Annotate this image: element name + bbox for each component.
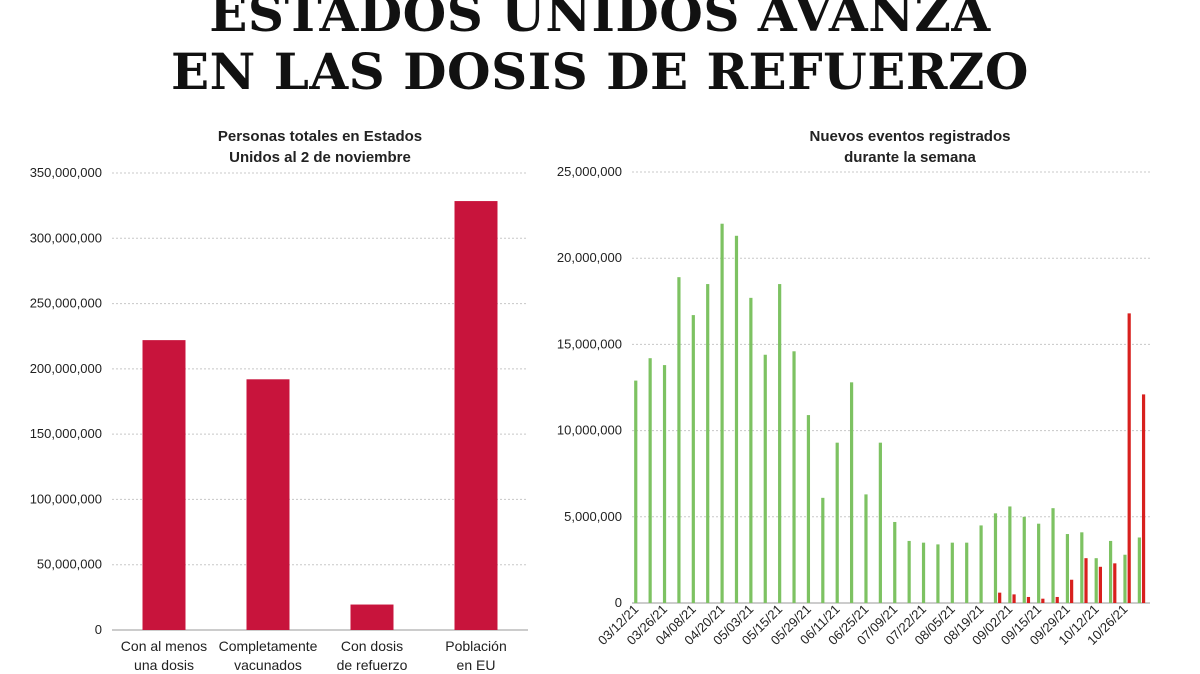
right-y-tick-label: 20,000,000: [557, 250, 622, 265]
green-bar: [950, 542, 954, 603]
green-bar: [792, 351, 796, 603]
green-bar: [662, 365, 667, 603]
red-bar: [1012, 594, 1016, 603]
left-y-tick-label: 250,000,000: [30, 296, 102, 311]
green-bar: [893, 521, 897, 603]
right-chart-title: Nuevos eventos registrados durante la se…: [760, 126, 1060, 168]
left-x-tick-label: Completamente: [219, 638, 318, 654]
green-bar: [921, 542, 926, 603]
right-y-tick-label: 5,000,000: [564, 509, 622, 524]
right-chart-title-line-2: durante la semana: [844, 149, 976, 166]
right-y-tick-label: 10,000,000: [557, 423, 622, 438]
left-x-tick-label: Población: [445, 638, 507, 654]
green-bar: [634, 380, 638, 603]
left-y-tick-label: 100,000,000: [30, 491, 102, 506]
green-bar: [1108, 540, 1113, 603]
red-bar: [1055, 596, 1059, 603]
green-bar: [778, 284, 782, 603]
green-bar: [1137, 537, 1141, 603]
green-bar: [720, 223, 724, 603]
right-y-tick-label: 15,000,000: [557, 336, 622, 351]
left-chart-title-line-2: Unidos al 2 de noviembre: [229, 149, 411, 166]
left-y-tick-label: 0: [95, 622, 102, 637]
green-bar: [936, 544, 940, 603]
green-bar: [878, 442, 882, 603]
red-bar: [998, 592, 1002, 603]
red-bar: [1127, 313, 1131, 603]
right-y-tick-label: 25,000,000: [557, 164, 622, 179]
green-bar: [734, 235, 739, 603]
left-x-tick-label: de refuerzo: [337, 657, 408, 673]
left-bar: [454, 201, 498, 630]
left-x-tick-label: vacunados: [234, 657, 302, 673]
left-bar: [350, 604, 394, 630]
green-bar: [691, 315, 695, 603]
left-x-tick-label: Con dosis: [341, 638, 403, 654]
green-bar: [835, 442, 839, 603]
green-bar: [806, 415, 811, 603]
left-y-tick-label: 200,000,000: [30, 361, 102, 376]
left-bar: [142, 340, 186, 630]
green-bar: [979, 525, 983, 603]
green-bar: [849, 382, 854, 603]
left-x-tick-label: Con al menos: [121, 638, 207, 654]
left-bar: [246, 379, 290, 630]
green-bar: [749, 297, 753, 603]
green-bar: [1037, 523, 1041, 603]
green-bar: [993, 513, 998, 603]
red-bar: [1141, 394, 1146, 603]
red-bar: [1098, 566, 1103, 603]
right-y-tick-label: 0: [615, 595, 622, 610]
green-bar: [1065, 534, 1070, 603]
headline-line-2: EN LAS DOSIS DE REFUERZO: [171, 42, 1029, 101]
left-x-tick-label: en EU: [457, 657, 496, 673]
green-bar: [677, 277, 681, 603]
left-y-tick-label: 150,000,000: [30, 426, 102, 441]
left-y-tick-label: 350,000,000: [30, 165, 102, 180]
green-bar: [706, 284, 710, 603]
red-bar: [1113, 563, 1117, 603]
left-x-tick-label: una dosis: [134, 657, 194, 673]
left-chart-title: Personas totales en Estados Unidos al 2 …: [170, 126, 470, 168]
red-bar: [1070, 579, 1074, 603]
green-bar: [648, 358, 652, 603]
green-bar: [1080, 532, 1084, 603]
green-bar: [1008, 506, 1012, 603]
green-bar: [1094, 558, 1098, 603]
green-bar: [907, 540, 911, 603]
left-y-tick-label: 50,000,000: [37, 557, 102, 572]
left-y-tick-label: 300,000,000: [30, 230, 102, 245]
right-chart-title-line-1: Nuevos eventos registrados: [809, 128, 1011, 145]
red-bar: [1041, 598, 1045, 603]
green-bar: [763, 354, 767, 603]
green-bar: [864, 494, 868, 603]
green-bar: [965, 542, 969, 603]
red-bar: [1084, 558, 1088, 603]
green-bar: [821, 497, 825, 603]
green-bar: [1051, 508, 1055, 603]
green-bar: [1123, 554, 1127, 603]
left-chart-title-line-1: Personas totales en Estados: [217, 128, 423, 145]
headline-line-1: ESTADOS UNIDOS AVANZA: [209, 0, 991, 43]
green-bar: [1022, 516, 1026, 603]
red-bar: [1026, 596, 1031, 603]
